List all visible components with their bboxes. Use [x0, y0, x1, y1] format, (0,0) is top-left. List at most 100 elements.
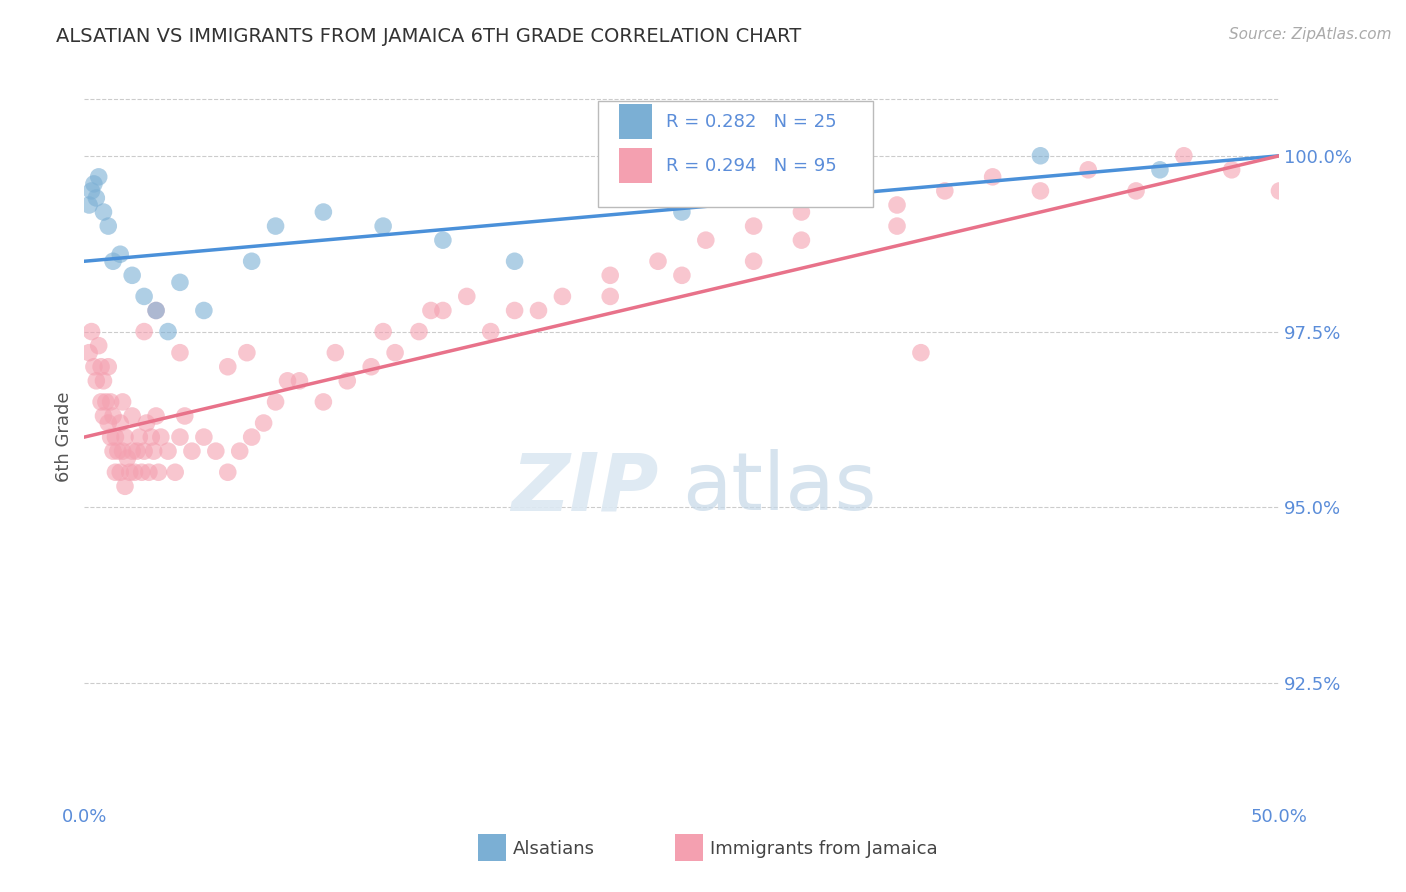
Y-axis label: 6th Grade: 6th Grade	[55, 392, 73, 483]
Point	[104, 465, 127, 479]
Point	[193, 303, 215, 318]
Point	[93, 205, 115, 219]
Point	[128, 430, 150, 444]
Point	[408, 325, 430, 339]
Point	[90, 359, 112, 374]
Point	[117, 451, 139, 466]
Point	[217, 359, 239, 374]
Point	[886, 219, 908, 233]
Point	[838, 184, 860, 198]
Point	[360, 359, 382, 374]
Point	[312, 395, 335, 409]
Point	[217, 465, 239, 479]
Point	[264, 219, 287, 233]
Point	[981, 169, 1004, 184]
Point	[86, 191, 108, 205]
Point	[599, 268, 621, 283]
Point	[97, 416, 120, 430]
Bar	[619, 104, 652, 139]
Point	[1077, 162, 1099, 177]
Point	[288, 374, 311, 388]
Point	[886, 198, 908, 212]
Text: ALSATIAN VS IMMIGRANTS FROM JAMAICA 6TH GRADE CORRELATION CHART: ALSATIAN VS IMMIGRANTS FROM JAMAICA 6TH …	[56, 27, 801, 45]
Point	[107, 444, 129, 458]
Point	[527, 303, 550, 318]
Point	[910, 345, 932, 359]
Point	[169, 345, 191, 359]
Point	[118, 465, 141, 479]
Point	[181, 444, 204, 458]
Point	[240, 254, 263, 268]
Point	[135, 416, 157, 430]
Point	[77, 345, 100, 359]
Point	[1125, 184, 1147, 198]
Text: Immigrants from Jamaica: Immigrants from Jamaica	[710, 840, 938, 858]
Point	[205, 444, 228, 458]
Point	[141, 430, 163, 444]
Point	[110, 416, 132, 430]
Point	[432, 303, 454, 318]
Point	[142, 444, 165, 458]
Point	[87, 339, 110, 353]
FancyBboxPatch shape	[599, 101, 873, 207]
Point	[138, 465, 160, 479]
Point	[86, 374, 108, 388]
Point	[456, 289, 478, 303]
Point	[100, 430, 122, 444]
Point	[157, 444, 180, 458]
Point	[229, 444, 252, 458]
Point	[93, 409, 115, 423]
Point	[114, 479, 136, 493]
Point	[373, 219, 395, 233]
Point	[934, 184, 956, 198]
Point	[97, 219, 120, 233]
Text: Alsatians: Alsatians	[513, 840, 595, 858]
Text: ZIP: ZIP	[510, 450, 658, 527]
Point	[121, 409, 143, 423]
Bar	[619, 148, 652, 183]
Point	[193, 430, 215, 444]
Point	[1173, 149, 1195, 163]
Point	[1029, 184, 1052, 198]
Point	[94, 395, 117, 409]
Point	[125, 444, 148, 458]
Point	[101, 409, 124, 423]
Point	[695, 233, 717, 247]
Point	[742, 254, 765, 268]
Point	[114, 430, 136, 444]
Text: R = 0.294   N = 95: R = 0.294 N = 95	[666, 157, 837, 175]
Point	[131, 465, 153, 479]
Point	[101, 444, 124, 458]
Point	[110, 465, 132, 479]
Point	[503, 303, 526, 318]
Point	[1220, 162, 1243, 177]
Point	[432, 233, 454, 247]
Point	[336, 374, 359, 388]
Point	[121, 268, 143, 283]
Point	[599, 289, 621, 303]
Point	[110, 247, 132, 261]
Point	[83, 359, 105, 374]
Point	[80, 184, 103, 198]
Point	[671, 268, 693, 283]
Point	[145, 409, 167, 423]
Point	[165, 465, 187, 479]
Text: Source: ZipAtlas.com: Source: ZipAtlas.com	[1229, 27, 1392, 42]
Point	[742, 219, 765, 233]
Point	[132, 325, 156, 339]
Point	[503, 254, 526, 268]
Point	[1149, 162, 1171, 177]
Point	[77, 198, 100, 212]
Point	[93, 374, 115, 388]
Point	[90, 395, 112, 409]
Text: R = 0.282   N = 25: R = 0.282 N = 25	[666, 112, 837, 131]
Point	[148, 465, 170, 479]
Point	[384, 345, 406, 359]
Point	[277, 374, 299, 388]
Point	[253, 416, 276, 430]
Point	[111, 395, 134, 409]
Text: atlas: atlas	[682, 450, 876, 527]
Point	[838, 184, 860, 198]
Point	[264, 395, 287, 409]
Point	[145, 303, 167, 318]
